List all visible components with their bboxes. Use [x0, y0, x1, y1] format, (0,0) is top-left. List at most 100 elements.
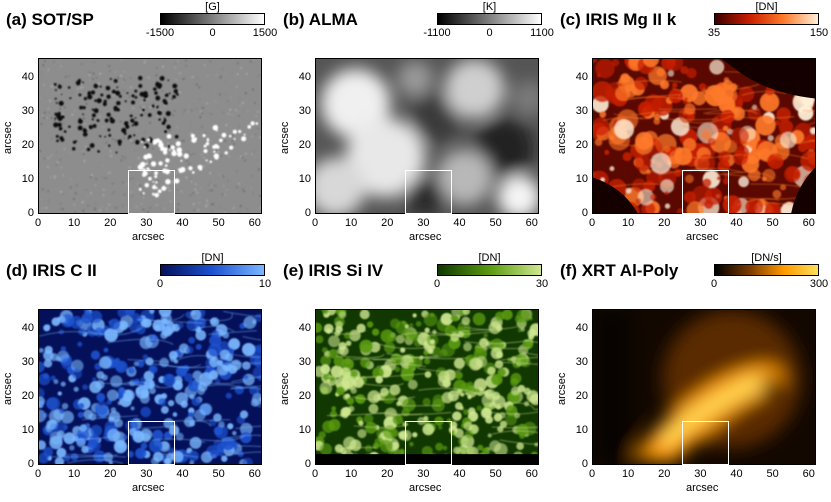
- observation-image: [316, 310, 538, 464]
- colorbar-unit: [G]: [205, 1, 220, 13]
- x-tick-label: 40: [730, 217, 743, 229]
- colorbar-tick-label: 300: [809, 278, 829, 290]
- figure-panel: (b) ALMA [K] -1100 0 1100 0 10 20 30 40 50 60 0 10 20 3…: [277, 0, 554, 251]
- x-tick-label: 10: [345, 468, 358, 480]
- x-tick-label: 40: [176, 217, 189, 229]
- panel-title: (e) IRIS Si IV: [283, 261, 384, 280]
- y-tick-label: 10: [298, 424, 311, 437]
- y-tick-label: 30: [575, 356, 588, 369]
- region-of-interest-box: [682, 169, 730, 214]
- y-axis-label: arcsec: [2, 372, 14, 405]
- x-tick-label: 50: [766, 468, 779, 480]
- x-tick-label: 0: [34, 217, 42, 229]
- x-axis-label: arcsec: [409, 231, 442, 243]
- colorbar: [437, 13, 542, 25]
- x-tick-label: 30: [417, 217, 430, 229]
- y-tick-label: 40: [21, 322, 34, 335]
- image-plot: [315, 309, 539, 465]
- image-plot: [38, 58, 262, 214]
- x-tick-label: 50: [212, 217, 225, 229]
- y-tick-label: 0: [27, 458, 34, 470]
- colorbar: [714, 264, 819, 276]
- panel-title: (a) SOT/SP: [6, 10, 94, 29]
- figure-panel: (c) IRIS Mg II k [DN] 35 150 0 10 20 30 40 50 60 0 1…: [554, 0, 831, 251]
- panel-title: (f) XRT Al-Poly: [560, 261, 679, 280]
- x-tick-label: 0: [588, 217, 596, 229]
- x-tick-label: 0: [311, 468, 319, 480]
- x-tick-label: 60: [525, 217, 538, 229]
- y-tick-label: 20: [298, 390, 311, 403]
- x-axis-label: arcsec: [409, 482, 442, 494]
- y-tick-label: 30: [21, 105, 34, 118]
- y-tick-label: 20: [575, 139, 588, 152]
- colorbar-tick-label: 35: [707, 27, 721, 39]
- x-tick-label: 10: [345, 217, 358, 229]
- colorbar-tick-label: 10: [258, 278, 272, 290]
- y-tick-label: 40: [575, 322, 588, 335]
- y-tick-label: 40: [298, 71, 311, 84]
- y-tick-label: 40: [21, 71, 34, 84]
- y-tick-label: 40: [575, 71, 588, 84]
- x-tick-label: 30: [140, 217, 153, 229]
- colorbar: [160, 264, 265, 276]
- colorbar-unit: [DN/s]: [751, 252, 782, 264]
- y-tick-label: 20: [21, 390, 34, 403]
- x-tick-label: 0: [311, 217, 319, 229]
- colorbar-tick-label: -1100: [423, 27, 451, 39]
- colorbar: [714, 13, 819, 25]
- y-axis-label: arcsec: [2, 121, 14, 154]
- colorbar-tick-label: 0: [433, 278, 441, 290]
- x-axis-label: arcsec: [686, 482, 719, 494]
- y-tick-label: 20: [575, 390, 588, 403]
- x-tick-label: 0: [588, 468, 596, 480]
- y-tick-label: 40: [298, 322, 311, 335]
- observation-image: [39, 310, 261, 464]
- x-tick-label: 40: [453, 468, 466, 480]
- region-of-interest-box: [405, 420, 453, 465]
- region-of-interest-box: [128, 420, 176, 465]
- y-tick-label: 30: [298, 356, 311, 369]
- colorbar-tick-label: 0: [710, 278, 718, 290]
- y-tick-label: 10: [21, 424, 34, 437]
- x-tick-label: 0: [34, 468, 42, 480]
- figure-panel: (e) IRIS Si IV [DN] 0 30 0 10 20 30 40 50 60 0 10 20 3…: [277, 251, 554, 502]
- colorbar: [160, 13, 265, 25]
- y-tick-label: 0: [304, 458, 311, 470]
- colorbar-tick-label: 1100: [530, 27, 554, 39]
- y-tick-label: 10: [21, 173, 34, 186]
- colorbar-unit: [DN]: [755, 1, 778, 13]
- x-tick-label: 60: [525, 468, 538, 480]
- x-tick-label: 30: [694, 217, 707, 229]
- x-axis-label: arcsec: [132, 482, 165, 494]
- figure-panel: (f) XRT Al-Poly [DN/s] 0 300 0 10 20 30 40 50 60 0 1…: [554, 251, 831, 502]
- y-tick-label: 20: [298, 139, 311, 152]
- x-tick-label: 50: [489, 468, 502, 480]
- colorbar-tick-label: 30: [535, 278, 549, 290]
- x-tick-label: 10: [622, 468, 635, 480]
- y-tick-label: 30: [575, 105, 588, 118]
- y-tick-label: 10: [575, 173, 588, 186]
- y-tick-label: 0: [304, 207, 311, 219]
- x-tick-label: 30: [694, 468, 707, 480]
- panel-title: (d) IRIS C II: [6, 261, 97, 280]
- image-plot: [38, 309, 262, 465]
- region-of-interest-box: [405, 169, 453, 214]
- y-tick-label: 0: [581, 207, 588, 219]
- x-tick-label: 20: [658, 468, 671, 480]
- x-tick-label: 60: [802, 468, 815, 480]
- x-tick-label: 40: [730, 468, 743, 480]
- x-axis-label: arcsec: [686, 231, 719, 243]
- x-tick-label: 20: [381, 217, 394, 229]
- x-tick-label: 20: [104, 468, 117, 480]
- y-axis-label: arcsec: [556, 372, 568, 405]
- panel-title: (c) IRIS Mg II k: [560, 10, 677, 29]
- y-tick-label: 30: [298, 105, 311, 118]
- y-tick-label: 10: [575, 424, 588, 437]
- observation-image: [593, 59, 815, 213]
- figure-panel: (d) IRIS C II [DN] 0 10 0 10 20 30 40 50 60 0 10 20 30…: [0, 251, 277, 502]
- x-axis-label: arcsec: [132, 231, 165, 243]
- y-tick-label: 0: [581, 458, 588, 470]
- x-tick-label: 20: [658, 217, 671, 229]
- y-tick-label: 20: [21, 139, 34, 152]
- x-tick-label: 40: [176, 468, 189, 480]
